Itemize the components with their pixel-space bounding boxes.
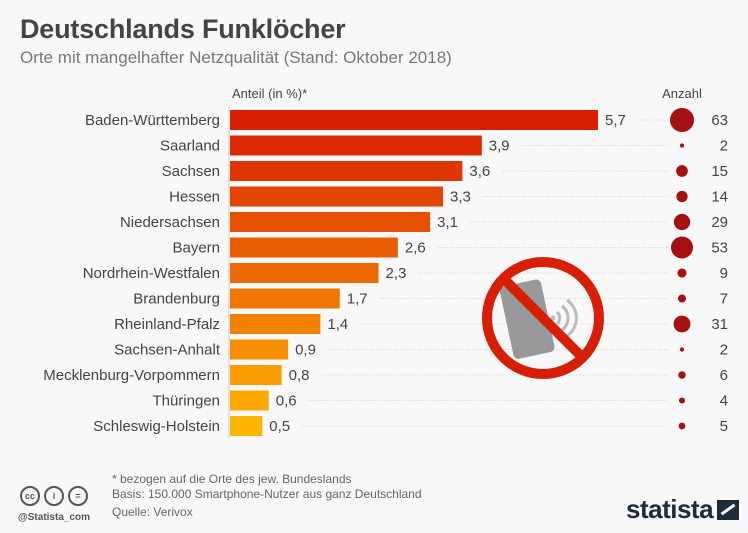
data-label: 0,9 xyxy=(295,342,316,359)
logo-text: statista xyxy=(626,494,714,524)
category-label: Saarland xyxy=(160,138,220,155)
bar xyxy=(230,416,263,436)
footnote: * bezogen auf die Orte des jew. Bundesla… xyxy=(112,472,352,486)
data-label: 1,4 xyxy=(327,316,348,333)
chart-title: Deutschlands Funklöcher xyxy=(20,14,346,44)
category-label: Baden-Württemberg xyxy=(85,112,220,129)
data-label: 0,8 xyxy=(289,367,310,384)
count-bubble xyxy=(678,397,686,404)
twitter-handle: @Statista_com xyxy=(18,512,90,523)
count-bubble xyxy=(679,347,685,352)
count-bubble xyxy=(673,213,691,231)
data-label: 0,6 xyxy=(276,393,297,410)
category-label: Brandenburg xyxy=(133,291,220,308)
data-label: 3,1 xyxy=(437,214,458,231)
count-label: 29 xyxy=(711,214,728,231)
chart-subtitle: Orte mit mangelhafter Netzqualität (Stan… xyxy=(20,48,452,67)
count-label: 14 xyxy=(711,189,728,206)
statista-logo[interactable]: statista xyxy=(626,494,740,525)
count-bubble xyxy=(676,165,688,177)
axis-label: Anteil (in %)* xyxy=(232,86,307,101)
count-label: 7 xyxy=(720,291,728,308)
data-label: 3,9 xyxy=(489,138,510,155)
category-label: Sachsen-Anhalt xyxy=(114,342,221,359)
logo-mark-icon xyxy=(717,499,740,520)
category-label: Niedersachsen xyxy=(120,214,220,231)
category-label: Nordrhein-Westfalen xyxy=(83,265,220,282)
no-mobile-signal-icon xyxy=(482,257,604,379)
count-label: 5 xyxy=(720,418,728,435)
basis-note: Basis: 150.000 Smartphone-Nutzer aus gan… xyxy=(112,487,422,501)
data-label: 2,6 xyxy=(405,240,426,257)
category-label: Sachsen xyxy=(162,163,220,180)
bar xyxy=(230,110,598,130)
data-label: 3,6 xyxy=(469,163,490,180)
data-label: 3,3 xyxy=(450,189,471,206)
count-bubble xyxy=(677,268,687,278)
source-note: Quelle: Verivox xyxy=(112,505,193,519)
count-bubble xyxy=(673,315,691,333)
bar xyxy=(230,135,482,156)
count-header: Anzahl xyxy=(662,86,702,101)
footer-notes: * bezogen auf die Orte des jew. Bundesla… xyxy=(112,472,422,520)
bar xyxy=(230,365,282,385)
data-label: 5,7 xyxy=(605,112,626,129)
count-label: 15 xyxy=(711,163,728,180)
count-bubble xyxy=(676,190,688,203)
category-label: Rheinland-Pfalz xyxy=(114,316,220,333)
category-label: Bayern xyxy=(172,240,220,257)
data-label: 0,5 xyxy=(269,418,290,435)
count-label: 9 xyxy=(720,265,728,282)
category-label: Schleswig-Holstein xyxy=(93,418,220,435)
count-bubble xyxy=(678,294,686,303)
bar xyxy=(230,212,431,232)
count-label: 31 xyxy=(711,316,728,333)
bar xyxy=(230,237,398,258)
bar xyxy=(230,339,289,360)
no-derivatives-icon: = xyxy=(68,486,88,506)
data-label: 2,3 xyxy=(385,265,406,282)
count-label: 4 xyxy=(720,393,728,410)
count-bubble xyxy=(679,143,685,148)
count-bubble xyxy=(678,371,686,379)
attribution-icon: i xyxy=(44,486,64,506)
bar xyxy=(230,390,269,411)
category-label: Mecklenburg-Vorpommern xyxy=(43,367,220,384)
cc-license-icons: cc i = xyxy=(20,486,88,506)
count-bubble xyxy=(678,422,686,430)
count-label: 53 xyxy=(711,240,728,257)
data-label: 1,7 xyxy=(347,291,368,308)
cc-icon: cc xyxy=(20,486,40,506)
bar xyxy=(230,314,321,334)
category-label: Thüringen xyxy=(152,393,220,410)
bar xyxy=(230,288,340,309)
count-bubble xyxy=(670,108,694,132)
count-label: 2 xyxy=(720,138,728,155)
count-label: 2 xyxy=(720,342,728,359)
count-label: 63 xyxy=(711,112,728,129)
bar xyxy=(230,263,379,283)
bar xyxy=(230,186,444,207)
count-label: 6 xyxy=(720,367,728,384)
bar xyxy=(230,161,463,181)
category-label: Hessen xyxy=(169,189,220,206)
count-bubble xyxy=(670,236,694,259)
